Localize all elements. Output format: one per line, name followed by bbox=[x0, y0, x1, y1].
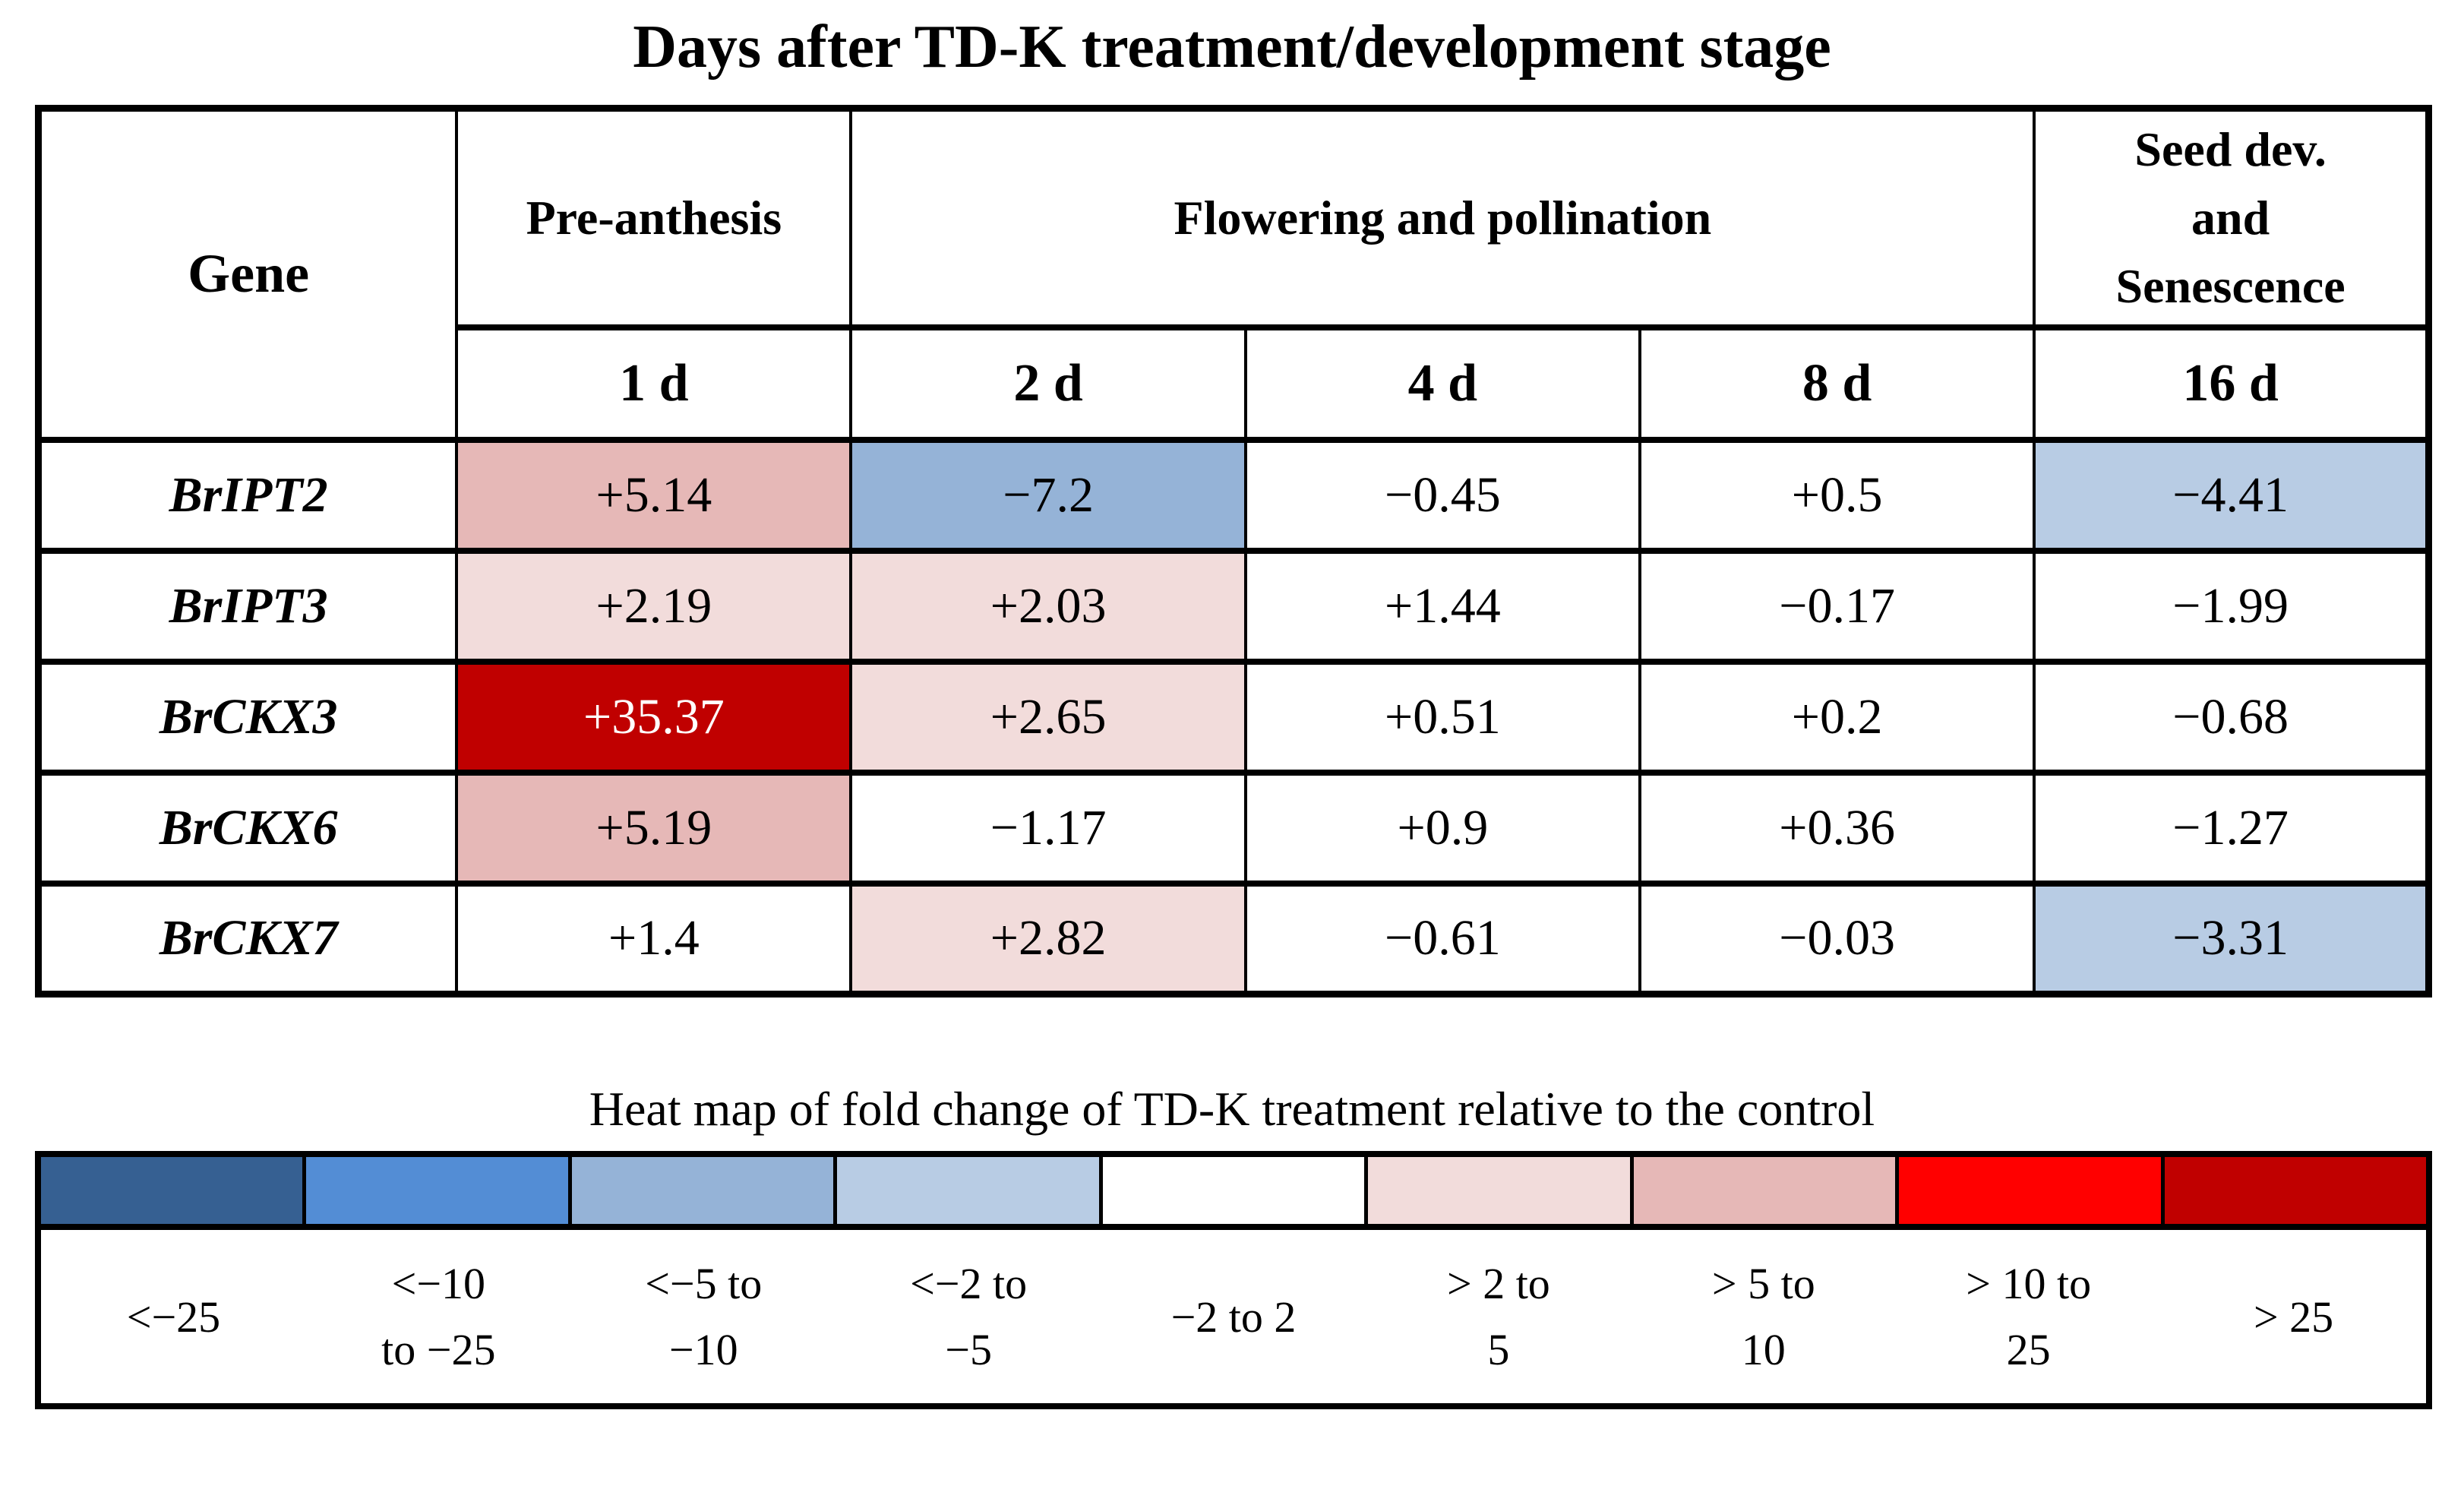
gene-row-header: BrCKX6 bbox=[36, 769, 459, 887]
heatmap-table: Gene Pre-anthesis Flowering and pollinat… bbox=[35, 105, 2432, 998]
stage-header-flowering: Flowering and pollination bbox=[849, 105, 2036, 330]
legend-bin-label: > 25 bbox=[2161, 1230, 2426, 1403]
legend-bin-label: <−10 to −25 bbox=[306, 1230, 571, 1403]
table-row-BrIPT3: BrIPT3 +2.19 +2.03 +1.44 −0.17 −1.99 bbox=[36, 547, 2431, 665]
legend-bin-label-line: > 10 to bbox=[1966, 1259, 2092, 1309]
gene-row-header: BrCKX7 bbox=[36, 880, 459, 998]
table-row-BrCKX6: BrCKX6 +5.19 −1.17 +0.9 +0.36 −1.27 bbox=[36, 769, 2431, 887]
legend-bin-label: <−5 to −10 bbox=[571, 1230, 836, 1403]
legend-bin-label-line: −10 bbox=[668, 1325, 738, 1375]
heatmap-cell: −0.45 bbox=[1243, 436, 1641, 554]
heatmap-cell: +35.37 bbox=[455, 658, 853, 776]
legend-bin-label-line: 5 bbox=[1487, 1325, 1510, 1375]
heatmap-cell: +5.14 bbox=[455, 436, 853, 554]
heatmap-cell: −0.03 bbox=[1638, 880, 2036, 998]
heatmap-cell: +2.82 bbox=[849, 880, 1247, 998]
heatmap-cell: −0.61 bbox=[1243, 880, 1641, 998]
legend-bin-label: > 2 to 5 bbox=[1366, 1230, 1631, 1403]
legend-bin-label-line: > 25 bbox=[2253, 1292, 2334, 1342]
stage-header-seed-line: Senescence bbox=[2115, 258, 2346, 313]
legend-bin-label-line: <−2 to bbox=[910, 1259, 1028, 1309]
heatmap-cell: +0.9 bbox=[1243, 769, 1641, 887]
legend-bin-label-line: 10 bbox=[1741, 1325, 1786, 1375]
day-header-16d: 16 d bbox=[2033, 324, 2431, 443]
legend-bin-label: > 5 to 10 bbox=[1631, 1230, 1896, 1403]
legend-bin-label: <−2 to −5 bbox=[836, 1230, 1101, 1403]
legend-bin-label-line: 25 bbox=[2006, 1325, 2051, 1375]
legend-bin-label: <−25 bbox=[41, 1230, 306, 1403]
legend-colorbar bbox=[35, 1151, 2432, 1231]
legend-bin-label-line: > 5 to bbox=[1711, 1259, 1815, 1309]
stage-header-pre-anthesis: Pre-anthesis bbox=[455, 105, 853, 330]
stage-header-row: Gene Pre-anthesis Flowering and pollinat… bbox=[36, 105, 2431, 443]
heatmap-cell: −1.17 bbox=[849, 769, 1247, 887]
gene-row-header: BrCKX3 bbox=[36, 658, 459, 776]
table-row-BrCKX3: BrCKX3 +35.37 +2.65 +0.51 +0.2 −0.68 bbox=[36, 658, 2431, 776]
stage-header-seed: Seed dev. and Senescence bbox=[2033, 105, 2431, 330]
heatmap-cell: −1.27 bbox=[2033, 769, 2431, 887]
day-header-row: 1 d 2 d 4 d 8 d 16 d bbox=[39, 324, 2431, 443]
heatmap-cell: −1.99 bbox=[2033, 547, 2431, 665]
heatmap-cell: −0.17 bbox=[1638, 547, 2036, 665]
legend-bin-label: > 10 to 25 bbox=[1896, 1230, 2161, 1403]
day-header-4d: 4 d bbox=[1243, 324, 1641, 443]
day-header-2d: 2 d bbox=[849, 324, 1247, 443]
heatmap-cell: −7.2 bbox=[849, 436, 1247, 554]
table-row-BrCKX7: BrCKX7 +1.4 +2.82 −0.61 −0.03 −3.31 bbox=[36, 880, 2431, 998]
legend-bin-label-line: > 2 to bbox=[1446, 1259, 1550, 1309]
legend-color-swatch bbox=[1633, 1157, 1900, 1225]
heatmap-cell: +0.36 bbox=[1638, 769, 2036, 887]
gene-column-header: Gene bbox=[36, 105, 459, 443]
legend-color-swatch bbox=[571, 1157, 838, 1225]
legend-bin-label-line: −2 to 2 bbox=[1170, 1292, 1297, 1342]
legend-bin-label-line: <−5 to bbox=[645, 1259, 763, 1309]
legend-labels: <−25 <−10 to −25 <−5 to −10 <−2 to −5 −2… bbox=[35, 1230, 2432, 1410]
legend-color-swatch bbox=[1899, 1157, 2165, 1225]
heatmap-cell: +2.03 bbox=[849, 547, 1247, 665]
stage-header-seed-line: and bbox=[2191, 190, 2270, 245]
legend-color-swatch bbox=[306, 1157, 572, 1225]
gene-row-header: BrIPT2 bbox=[36, 436, 459, 554]
legend-color-swatch bbox=[837, 1157, 1103, 1225]
heatmap-cell: +0.2 bbox=[1638, 658, 2036, 776]
legend-color-swatch bbox=[1102, 1157, 1369, 1225]
day-header-1d: 1 d bbox=[455, 324, 853, 443]
heatmap-cell: +1.44 bbox=[1243, 547, 1641, 665]
stage-header-seed-line: Seed dev. bbox=[2134, 122, 2327, 177]
heatmap-cell: +5.19 bbox=[455, 769, 853, 887]
legend-bin-label-line: to −25 bbox=[381, 1325, 496, 1375]
legend-title: Heat map of fold change of TD-K treatmen… bbox=[589, 1082, 1875, 1136]
heatmap-cell: +0.51 bbox=[1243, 658, 1641, 776]
heatmap-cell: +2.19 bbox=[455, 547, 853, 665]
heatmap-cell: +2.65 bbox=[849, 658, 1247, 776]
heatmap-cell: −3.31 bbox=[2033, 880, 2431, 998]
legend-bin-label-line: −5 bbox=[945, 1325, 992, 1375]
figure-title: Days after TD-K treatment/development st… bbox=[633, 14, 1831, 81]
gene-row-header: BrIPT3 bbox=[36, 547, 459, 665]
heatmap-cell: −0.68 bbox=[2033, 658, 2431, 776]
legend-color-swatch bbox=[41, 1157, 307, 1225]
legend-bin-label-line: <−10 bbox=[391, 1259, 486, 1309]
heatmap-cell: +1.4 bbox=[455, 880, 853, 998]
table-row-BrIPT2: BrIPT2 +5.14 −7.2 −0.45 +0.5 −4.41 bbox=[36, 436, 2431, 554]
heatmap-cell: +0.5 bbox=[1638, 436, 2036, 554]
heatmap-cell: −4.41 bbox=[2033, 436, 2431, 554]
legend-color-swatch bbox=[1368, 1157, 1634, 1225]
legend-bin-label-line: <−25 bbox=[126, 1292, 221, 1342]
legend-color-swatch bbox=[2164, 1157, 2426, 1225]
day-header-8d: 8 d bbox=[1638, 324, 2036, 443]
legend-bin-label: −2 to 2 bbox=[1101, 1230, 1366, 1403]
